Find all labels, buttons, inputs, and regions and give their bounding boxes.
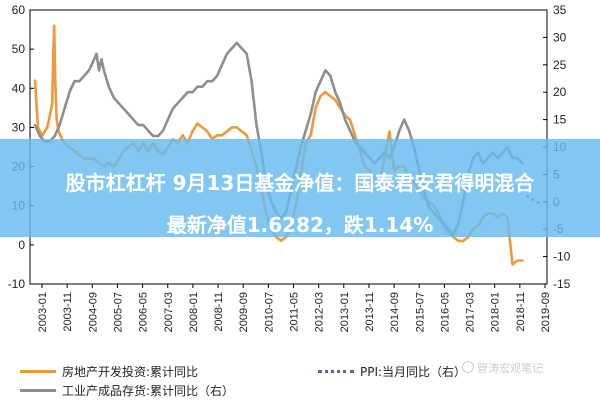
news-banner[interactable]: 股市杠杠杆 9月13日基金净值：国泰君安君得明混合 最新净值1.6282，跌1.…	[0, 139, 600, 237]
x-tick-label: 2008-01	[188, 292, 200, 332]
x-tick-label: 2008-11	[213, 292, 225, 332]
x-tick-label: 2013-01	[339, 292, 351, 332]
legend-swatch-inventory	[20, 389, 56, 392]
legend-label-ppi: PPI:当月同比（右）	[360, 365, 467, 379]
x-tick-label: 2014-09	[389, 292, 401, 332]
x-tick-label: 2015-07	[414, 292, 426, 332]
left-tick-label: 40	[12, 81, 26, 95]
x-tick-label: 2011-05	[289, 292, 301, 332]
left-tick-label: 0	[18, 238, 25, 252]
chart-legend: 房地产开发投资:累计同比 PPI:当月同比（右） 工业产成品存货:累计同比（右）	[0, 355, 600, 400]
right-tick-label: 15	[553, 113, 567, 127]
banner-subline: 最新净值1.6282，跌1.14%	[166, 213, 434, 237]
x-tick-label: 2012-03	[314, 292, 326, 332]
x-tick-label: 2010-07	[263, 292, 275, 332]
x-tick-label: 2003-01	[37, 292, 49, 332]
legend-swatch-ppi	[318, 370, 354, 373]
x-tick-label: 2007-03	[163, 292, 175, 332]
x-tick-label: 2003-11	[62, 292, 74, 332]
right-tick-label: -15	[553, 277, 571, 291]
legend-swatch-real-estate	[20, 370, 56, 373]
left-tick-label: 50	[12, 42, 26, 56]
x-tick-label: 2004-09	[87, 292, 99, 332]
legend-item-real-estate: 房地产开发投资:累计同比	[20, 363, 198, 380]
legend-item-inventory: 工业产成品存货:累计同比（右）	[20, 382, 234, 399]
x-tick-label: 2018-11	[515, 292, 527, 332]
x-tick-label: 2017-03	[465, 292, 477, 332]
x-tick-label: 2009-09	[238, 292, 250, 332]
x-tick-label: 2018-01	[490, 292, 502, 332]
watermark: 管涛宏观笔记	[462, 360, 543, 376]
left-tick-label: -10	[8, 277, 26, 291]
right-tick-label: 30	[553, 30, 567, 44]
x-tick-label: 2006-05	[138, 292, 150, 332]
watermark-text: 管涛宏观笔记	[477, 362, 543, 375]
right-tick-label: 25	[553, 58, 567, 72]
banner-headline: 股市杠杠杆 9月13日基金净值：国泰君安君得明混合	[65, 171, 535, 195]
x-tick-label: 2016-05	[439, 292, 451, 332]
x-tick-label: 2005-07	[112, 292, 124, 332]
x-tick-label: 2013-11	[364, 292, 376, 332]
legend-label-real-estate: 房地产开发投资:累计同比	[62, 365, 199, 379]
legend-label-inventory: 工业产成品存货:累计同比（右）	[62, 384, 235, 398]
left-tick-label: 60	[12, 3, 26, 17]
legend-item-ppi: PPI:当月同比（右）	[318, 363, 466, 380]
right-tick-label: 35	[553, 3, 567, 17]
x-tick-label: 2019-09	[540, 292, 552, 332]
right-tick-label: -10	[553, 250, 571, 264]
watermark-logo-icon	[462, 361, 474, 373]
left-tick-label: 30	[12, 120, 26, 134]
right-tick-label: 20	[553, 85, 567, 99]
